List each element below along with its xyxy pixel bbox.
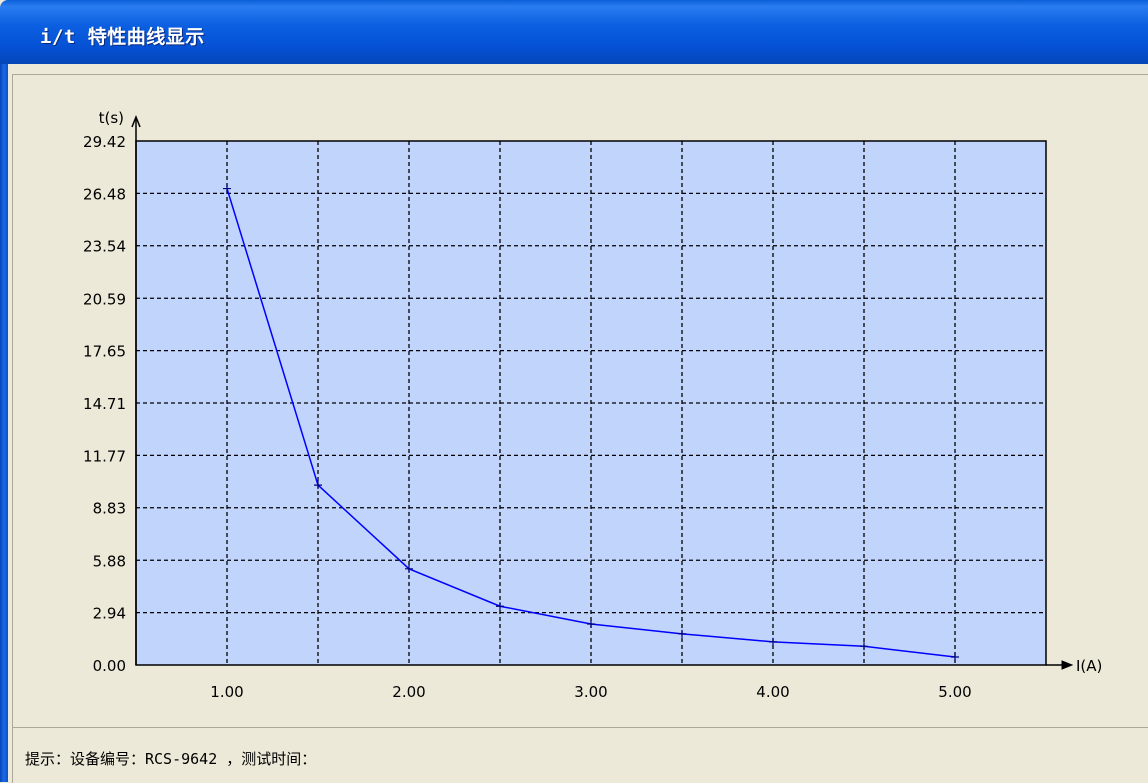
chart-panel: 0.00 2.94 5.88 8.83 11.77 14.71 17.65 20.59 23.5… bbox=[12, 74, 1148, 728]
data-point bbox=[223, 184, 231, 193]
title-bar[interactable]: i/t 特性曲线显示 bbox=[0, 0, 1148, 64]
data-point bbox=[769, 637, 777, 646]
y-tick-label: 5.88 bbox=[93, 552, 126, 570]
status-bar: 提示：设备编号：RCS-9642 ，测试时间： bbox=[12, 727, 1148, 783]
y-tick-label: 23.54 bbox=[83, 238, 126, 256]
y-tick-label: 17.65 bbox=[83, 343, 126, 361]
x-axis-label: I(A) bbox=[1076, 657, 1102, 675]
data-point bbox=[496, 602, 504, 611]
x-tick-label: 1.00 bbox=[210, 683, 243, 701]
x-tick-label: 5.00 bbox=[938, 683, 971, 701]
y-tick-label: 14.71 bbox=[83, 395, 126, 413]
x-tick-label: 3.00 bbox=[574, 683, 607, 701]
y-tick-label: 2.94 bbox=[93, 605, 126, 623]
y-tick-label: 26.48 bbox=[83, 185, 126, 203]
x-tick-label: 2.00 bbox=[392, 683, 425, 701]
y-tick-label: 0.00 bbox=[93, 657, 126, 675]
data-point bbox=[860, 642, 868, 651]
y-tick-label: 8.83 bbox=[93, 500, 126, 518]
x-tick-label: 4.00 bbox=[756, 683, 789, 701]
data-point bbox=[314, 481, 322, 490]
y-axis-arrow bbox=[131, 114, 141, 128]
it-characteristic-chart: 0.00 2.94 5.88 8.83 11.77 14.71 17.65 20.59 23.5… bbox=[83, 109, 1102, 701]
x-axis-arrow bbox=[1061, 660, 1074, 670]
window-frame bbox=[0, 64, 8, 782]
y-axis-label: t(s) bbox=[99, 109, 124, 127]
window-title: i/t 特性曲线显示 bbox=[40, 26, 205, 48]
data-point bbox=[678, 629, 686, 638]
status-message: 提示：设备编号：RCS-9642 ，测试时间： bbox=[25, 750, 317, 768]
y-tick-label: 20.59 bbox=[83, 290, 126, 308]
data-point bbox=[405, 564, 413, 573]
data-point bbox=[587, 620, 595, 629]
y-tick-label: 11.77 bbox=[83, 447, 126, 465]
data-point bbox=[951, 652, 959, 661]
y-tick-label: 29.42 bbox=[83, 133, 126, 151]
